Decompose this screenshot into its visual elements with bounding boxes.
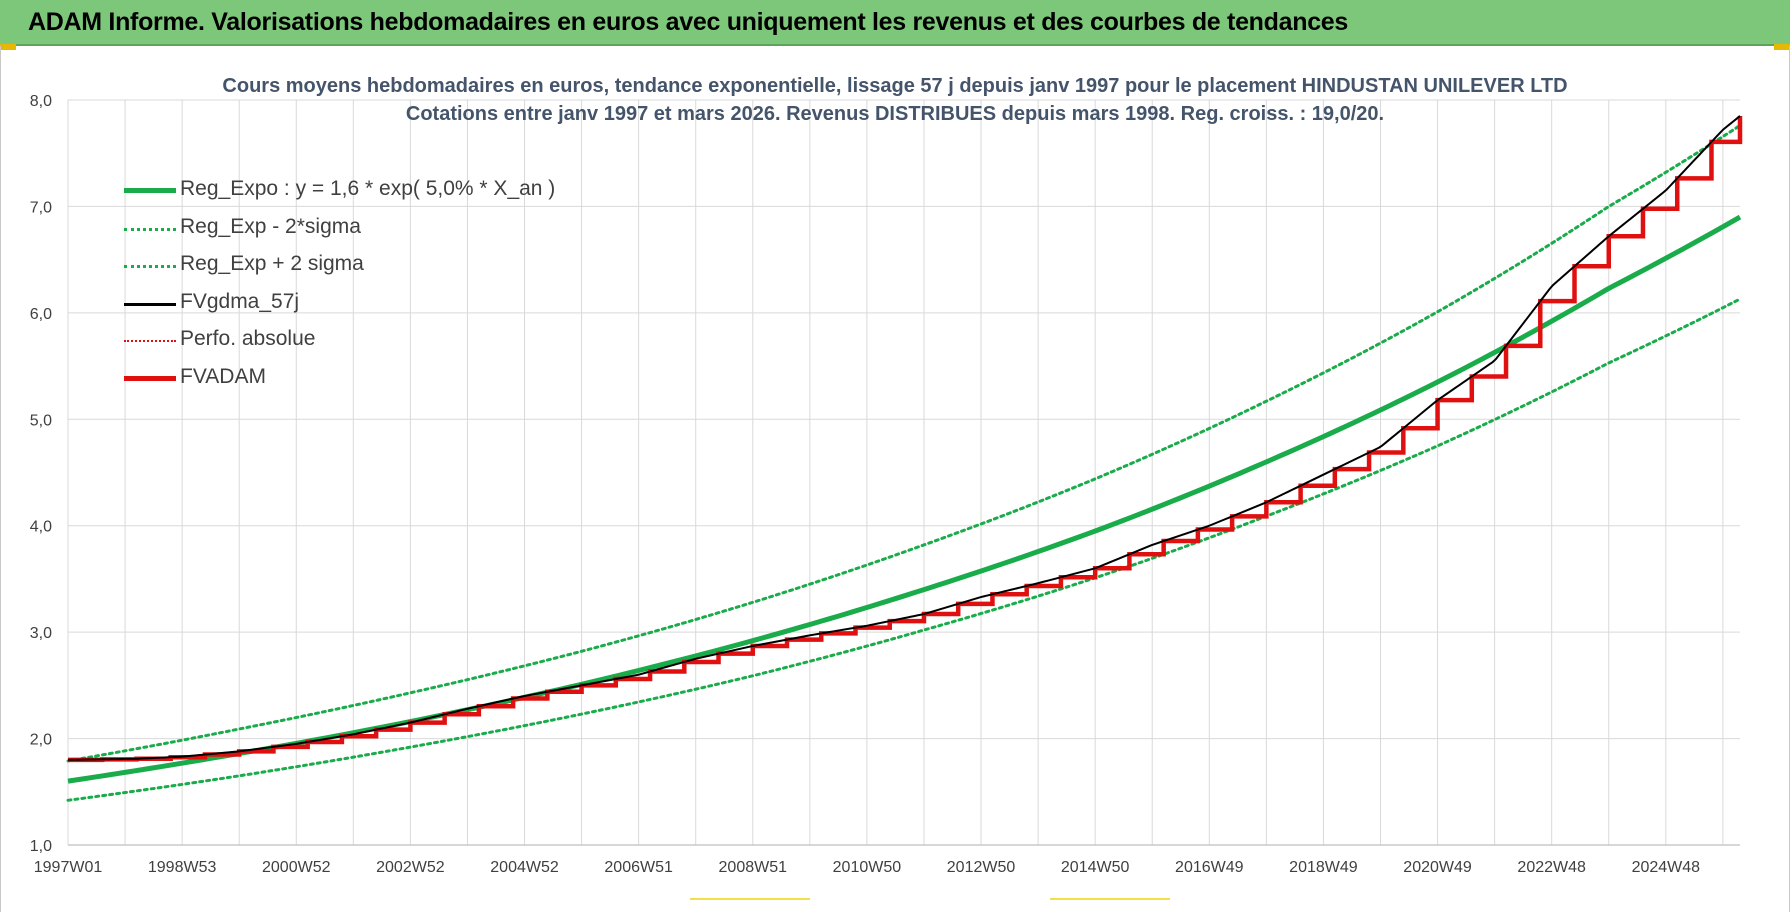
grid-layer <box>67 99 1740 846</box>
x-tick-label: 2024W48 <box>1632 859 1701 876</box>
y-tick-label: 1,0 <box>30 838 52 855</box>
legend-label-reg-exp-minus: Reg_Exp - 2*sigma <box>180 214 361 238</box>
legend-label-reg-expo: Reg_Expo : y = 1,6 * exp( 5,0% * X_an ) <box>180 177 556 200</box>
series-fvadam <box>68 115 1743 763</box>
chart-titles: Cours moyens hebdomadaires en euros, ten… <box>0 72 1790 128</box>
series-layer <box>66 115 1743 802</box>
legend-swatch-reg-expo <box>124 188 176 193</box>
x-tick-label: 2012W50 <box>947 859 1016 876</box>
series-reg-exp-plus <box>66 124 1742 763</box>
corner-accent-left <box>0 44 16 50</box>
x-tick-label: 2006W51 <box>604 859 673 876</box>
bottom-accent-1 <box>690 898 810 900</box>
x-tick-label: 2016W49 <box>1175 859 1244 876</box>
y-tick-label: 8,0 <box>30 93 52 110</box>
x-tick-label: 2022W48 <box>1517 859 1586 876</box>
legend-label-fvadam: FVADAM <box>180 364 266 388</box>
x-tick-label: 2018W49 <box>1289 859 1358 876</box>
report-title: ADAM Informe. Valorisations hebdomadaire… <box>28 8 1349 36</box>
x-tick-label: 2000W52 <box>262 859 331 876</box>
y-tick-label: 4,0 <box>30 519 52 536</box>
y-tick-label: 7,0 <box>30 199 52 216</box>
x-tick-label: 2020W49 <box>1403 859 1472 876</box>
legend-label-reg-exp-plus: Reg_Exp + 2 sigma <box>180 252 364 276</box>
x-tick-label: 2002W52 <box>376 859 445 876</box>
legend-swatch-fvadam <box>124 375 176 381</box>
series-reg-exp-minus <box>66 297 1742 802</box>
legend-swatch-perfo <box>124 340 176 343</box>
y-tick-label: 3,0 <box>30 625 52 642</box>
series-reg-expo <box>67 214 1742 784</box>
y-tick-label: 6,0 <box>30 306 52 323</box>
legend-swatch-fvgdma <box>124 302 176 306</box>
x-tick-label: 2004W52 <box>490 859 559 876</box>
legend-label-perfo: Perfo. absolue <box>180 327 316 351</box>
report-banner: ADAM Informe. Valorisations hebdomadaire… <box>0 0 1790 46</box>
x-tick-label: 2008W51 <box>719 859 788 876</box>
x-tick-label: 1998W53 <box>148 859 217 876</box>
axis-layer: 1,0 2,0 3,0 4,0 5,0 6,0 7,0 8,0 1997W01 1998W53 20… <box>30 93 1740 876</box>
x-tick-label: 2014W50 <box>1061 859 1130 876</box>
legend-swatch-reg-exp-plus <box>124 265 176 269</box>
legend-label-fvgdma: FVgdma_57j <box>180 289 300 313</box>
legend-swatch-reg-exp-minus <box>124 227 176 231</box>
y-tick-label: 5,0 <box>30 412 52 429</box>
chart-subtitle: Cotations entre janv 1997 et mars 2026. … <box>405 103 1385 125</box>
bottom-accent-2 <box>1050 898 1170 900</box>
x-tick-label: 2010W50 <box>833 859 902 876</box>
x-tick-label: 1997W01 <box>34 859 103 876</box>
corner-accent-right <box>1774 44 1790 50</box>
chart-title: Cours moyens hebdomadaires en euros, ten… <box>222 75 1568 97</box>
y-tick-label: 2,0 <box>30 732 52 749</box>
series-fvgdma <box>67 115 1741 761</box>
